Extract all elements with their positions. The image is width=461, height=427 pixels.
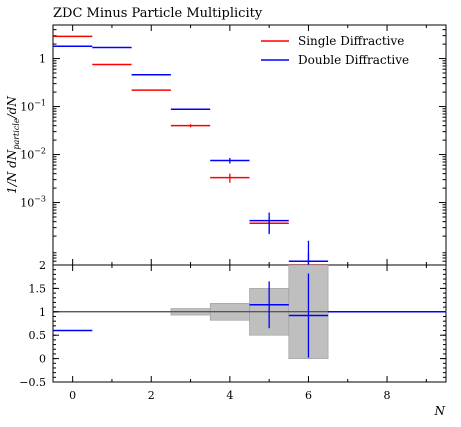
y-tick-label: 10−2 xyxy=(20,147,46,162)
x-tick-label: 6 xyxy=(305,389,312,402)
x-axis-label: N xyxy=(434,404,446,418)
ratio-y-tick-label: 0 xyxy=(39,353,46,366)
x-tick-label: 4 xyxy=(226,389,233,402)
x-tick-label: 2 xyxy=(148,389,155,402)
y-tick-label: 10−1 xyxy=(20,99,46,114)
legend: Single Diffractive Double Diffractive xyxy=(261,34,409,67)
main-panel: 10−3 10−2 10−1 1 xyxy=(20,25,446,382)
y-axis-label: 1/N dNparticle/dN xyxy=(5,96,21,194)
ratio-y-tick-label: 2 xyxy=(39,259,46,272)
y-tick-label: 1 xyxy=(39,53,46,66)
ratio-y-tick-label: 0.5 xyxy=(29,329,47,342)
ratio-panel: 0 2 4 6 8 −0.5 0 0.5 1 1.5 2 xyxy=(19,259,446,402)
ratio-y-tick-label: −0.5 xyxy=(19,376,46,389)
legend-label: Single Diffractive xyxy=(298,34,404,48)
legend-label: Double Diffractive xyxy=(298,53,409,67)
ratio-y-tick-label: 1.5 xyxy=(29,282,47,295)
x-tick-label: 0 xyxy=(69,389,76,402)
x-tick-label: 8 xyxy=(384,389,391,402)
y-tick-label: 10−3 xyxy=(20,195,46,210)
ratio-y-tick-label: 1 xyxy=(39,306,46,319)
chart-title: ZDC Minus Particle Multiplicity xyxy=(53,6,263,21)
